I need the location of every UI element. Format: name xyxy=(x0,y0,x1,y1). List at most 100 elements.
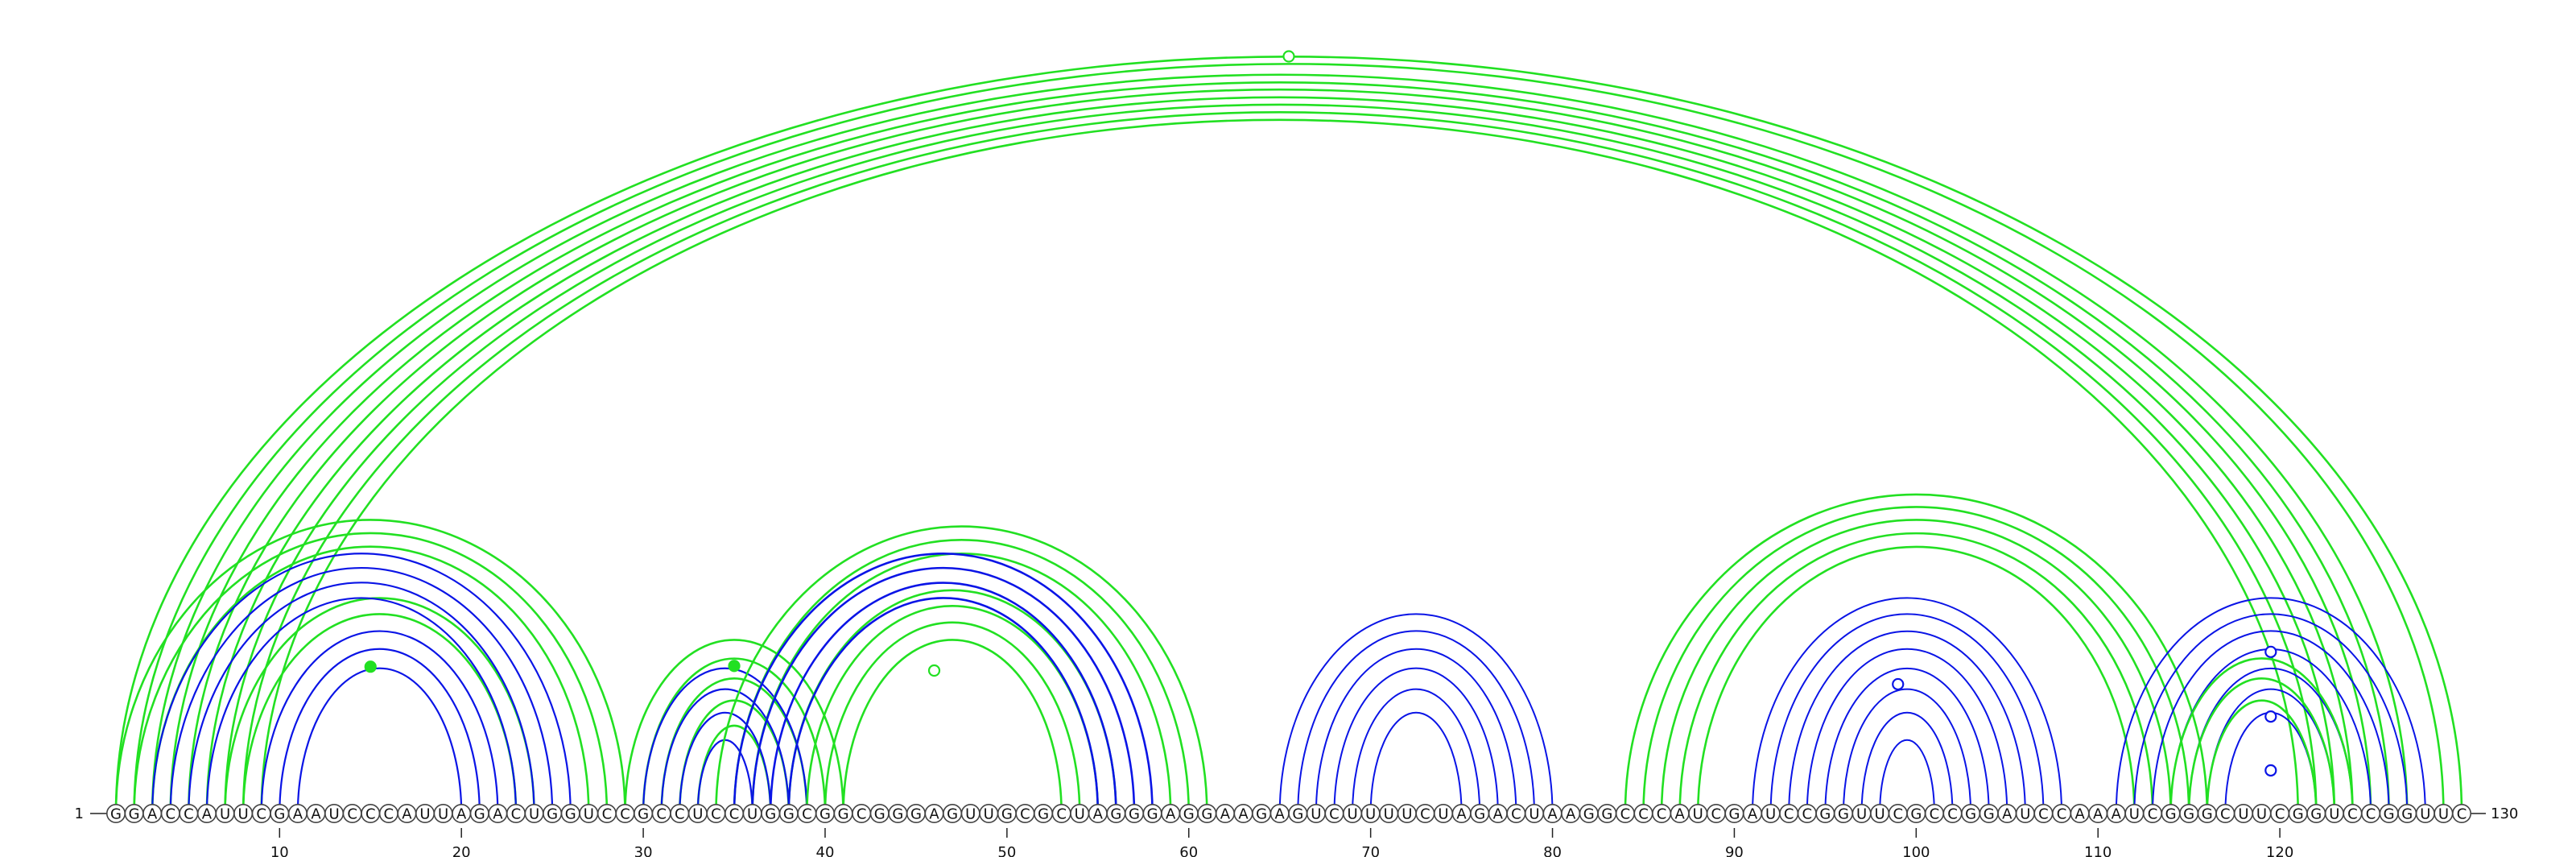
tick-label-110: 110 xyxy=(2084,844,2112,857)
nucleotide: C xyxy=(598,805,616,823)
arc-blue-91-108 xyxy=(1752,598,2062,814)
nucleotide-letter: A xyxy=(311,806,321,823)
nucleotide: A xyxy=(198,805,216,823)
nucleotide-letter: U xyxy=(238,806,249,823)
nucleotide-letter: U xyxy=(1693,806,1703,823)
nucleotide: C xyxy=(1507,805,1525,823)
nucleotide: G xyxy=(1034,805,1052,823)
nucleotide-letter: G xyxy=(1984,806,1995,823)
arc-green-6-124 xyxy=(207,97,2353,814)
nucleotide-letter: G xyxy=(1601,806,1612,823)
nucleotide: G xyxy=(471,805,489,823)
nucleotide-letter: U xyxy=(2329,806,2339,823)
nucleotide: A xyxy=(2089,805,2107,823)
nucleotide: C xyxy=(707,805,724,823)
nucleotide-letter: A xyxy=(2002,806,2013,823)
nucleotide-letter: G xyxy=(1147,806,1158,823)
nucleotide-letter: C xyxy=(802,806,812,823)
nucleotide-letter: U xyxy=(1765,806,1776,823)
nucleotide-letter: G xyxy=(1583,806,1595,823)
nucleotide: G xyxy=(998,805,1016,823)
nucleotide: C xyxy=(2453,805,2471,823)
nucleotide-letter: G xyxy=(274,806,285,823)
nucleotide: G xyxy=(1835,805,1852,823)
nucleotide-letter: C xyxy=(1802,806,1813,823)
nucleotide: G xyxy=(2307,805,2325,823)
nucleotide-letter: A xyxy=(402,806,412,823)
nucleotide-letter: C xyxy=(2057,806,2067,823)
tick-label-90: 90 xyxy=(1725,844,1744,857)
nucleotide: U xyxy=(2252,805,2270,823)
nucleotide-letter: G xyxy=(1001,806,1013,823)
nucleotide: C xyxy=(162,805,180,823)
nucleotide: C xyxy=(2034,805,2052,823)
arc-blue-35-58 xyxy=(734,553,1153,814)
nucleotide-letter: G xyxy=(1183,806,1195,823)
tick-label-50: 50 xyxy=(997,844,1016,857)
nucleotide-letter: U xyxy=(328,806,339,823)
arc-green-116-122 xyxy=(2207,701,2317,814)
nucleotide-letter: G xyxy=(1038,806,1049,823)
nucleotide-letter: G xyxy=(1838,806,1849,823)
nucleotide: C xyxy=(1889,805,1907,823)
nucleotide-letter: C xyxy=(1657,806,1667,823)
nucleotide-letter: A xyxy=(456,806,467,823)
nucleotide: C xyxy=(1616,805,1634,823)
nucleotide: C xyxy=(1325,805,1343,823)
nucleotide: A xyxy=(925,805,943,823)
nucleotide-letter: G xyxy=(892,806,903,823)
nucleotide-letter: A xyxy=(202,806,213,823)
nucleotide: U xyxy=(2017,805,2034,823)
nucleotide-letter: G xyxy=(819,806,831,823)
nucleotide-letter: C xyxy=(384,806,394,823)
nucleotide-letter: C xyxy=(1784,806,1794,823)
nucleotide: G xyxy=(943,805,961,823)
nucleotide: C xyxy=(1780,805,1798,823)
nucleotide: A xyxy=(1089,805,1107,823)
nucleotide: G xyxy=(1580,805,1598,823)
nucleotide-letter: G xyxy=(110,806,122,823)
nucleotide-letter: A xyxy=(493,806,503,823)
nucleotide: G xyxy=(907,805,925,823)
nucleotide: G xyxy=(2161,805,2179,823)
nucleotide-letter: A xyxy=(1675,806,1686,823)
nucleotide-letter: G xyxy=(947,806,958,823)
nucleotide-letter: G xyxy=(129,806,140,823)
arc-green-85-115 xyxy=(1643,507,2189,814)
nucleotide-letter: A xyxy=(1238,806,1249,823)
nucleotide: A xyxy=(1489,805,1507,823)
nucleotide: G xyxy=(834,805,852,823)
nucleotide-letter: C xyxy=(1620,806,1631,823)
marker-7 xyxy=(2265,711,2276,722)
nucleotide: U xyxy=(1344,805,1361,823)
nucleotide-letter: A xyxy=(1566,806,1576,823)
nucleotide: U xyxy=(1689,805,1707,823)
nucleotide-letter: U xyxy=(2238,806,2248,823)
nucleotide: U xyxy=(743,805,761,823)
nucleotide-letter: C xyxy=(365,806,376,823)
nucleotide: C xyxy=(852,805,870,823)
nucleotide: C xyxy=(253,805,270,823)
nucleotide: G xyxy=(1125,805,1143,823)
nucleotide: C xyxy=(180,805,197,823)
nucleotide-letter: A xyxy=(147,806,158,823)
tick-label-30: 30 xyxy=(634,844,653,857)
nucleotide-letter: C xyxy=(711,806,721,823)
nucleotide-letter: G xyxy=(1256,806,1267,823)
nucleotide-letter: G xyxy=(1129,806,1140,823)
nucleotide: C xyxy=(1016,805,1034,823)
nucleotide-letter: A xyxy=(1456,806,1467,823)
nucleotide-letter: C xyxy=(1638,806,1649,823)
nucleotide-letter: U xyxy=(1438,806,1448,823)
arc-blue-68-77 xyxy=(1334,669,1497,814)
nucleotide: C xyxy=(2271,805,2289,823)
nucleotide: A xyxy=(2107,805,2125,823)
nucleotide: A xyxy=(307,805,324,823)
nucleotide: C xyxy=(671,805,688,823)
nucleotide: G xyxy=(1253,805,1270,823)
nucleotide: C xyxy=(798,805,815,823)
nucleotide: A xyxy=(452,805,470,823)
nucleotide-letter: G xyxy=(2165,806,2177,823)
nucleotide: G xyxy=(1598,805,1616,823)
arc-blue-114-125 xyxy=(2171,649,2371,814)
